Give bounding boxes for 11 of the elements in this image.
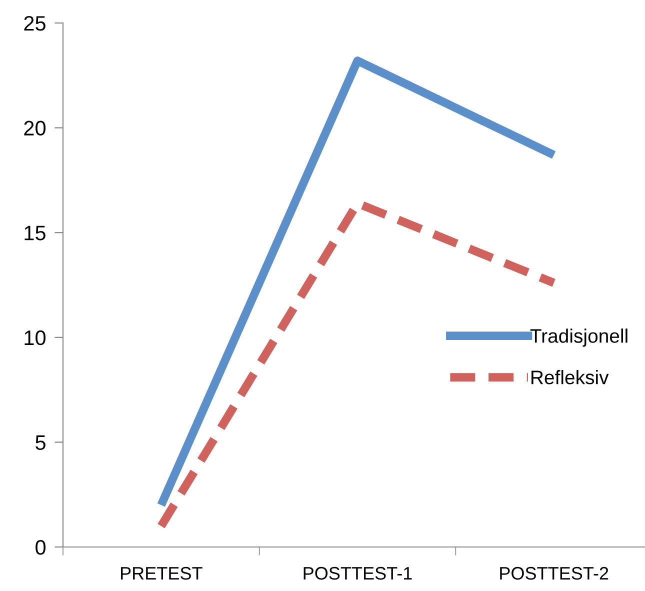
y-tick-label: 10	[24, 330, 46, 346]
x-tick-label: PRETEST	[121, 566, 202, 580]
y-tick-label: 15	[24, 226, 46, 240]
y-tick-label: 5	[36, 435, 46, 450]
x-tick-label: POSTTEST-2	[500, 566, 608, 580]
legend-label: Tradisjonell	[530, 328, 628, 347]
x-tick-label: POSTTEST-1	[304, 566, 412, 580]
y-tick-label: 0	[36, 540, 46, 555]
y-tick-label: 20	[24, 120, 46, 136]
y-tick-label: 25	[24, 16, 46, 31]
legend-label: Refleksiv	[532, 370, 609, 384]
